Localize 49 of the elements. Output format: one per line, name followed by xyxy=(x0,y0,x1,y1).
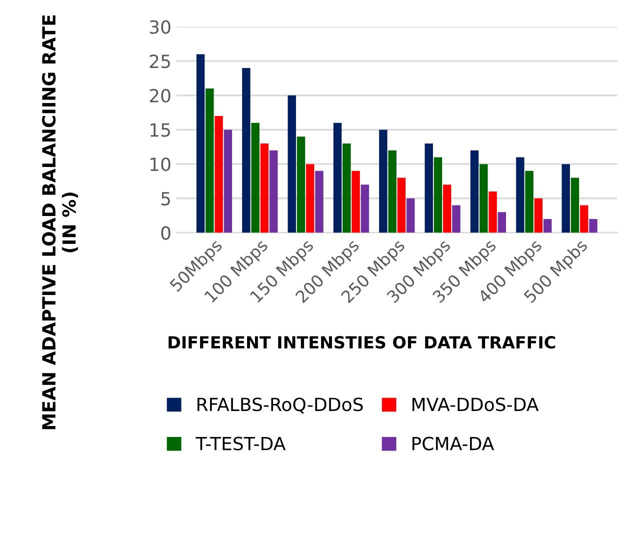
bar xyxy=(352,170,360,233)
legend-label: RFALBS-RoQ-DDoS xyxy=(198,398,363,414)
bar xyxy=(589,218,598,233)
bar xyxy=(434,157,442,233)
bar xyxy=(397,178,406,233)
bar xyxy=(360,184,370,233)
bar xyxy=(206,88,214,233)
bar xyxy=(443,184,452,233)
bar xyxy=(470,150,479,233)
bar xyxy=(251,122,260,233)
bar xyxy=(196,54,205,233)
bar xyxy=(288,95,296,233)
y-tick-label: 0 xyxy=(161,226,170,240)
bar xyxy=(214,116,223,233)
y-tick-label: 10 xyxy=(150,158,170,172)
y-tick-label: 5 xyxy=(161,192,170,206)
bar xyxy=(480,164,488,233)
bar xyxy=(534,198,543,233)
bar xyxy=(270,150,278,233)
bar xyxy=(260,143,269,233)
legend-label: MVA-DDoS-DA xyxy=(412,398,539,412)
bar xyxy=(315,170,324,233)
bar xyxy=(570,178,580,233)
bar xyxy=(306,164,314,233)
bar xyxy=(488,192,497,233)
bar xyxy=(452,205,460,233)
bar xyxy=(498,212,506,233)
bar xyxy=(379,130,388,233)
bar xyxy=(388,150,396,233)
y-tick-label: 30 xyxy=(150,20,170,34)
bar xyxy=(242,68,250,233)
bar xyxy=(342,143,351,233)
x-axis-title: DIFFERENT INTENSTIES OF DATA TRAFFIC xyxy=(168,336,556,349)
legend-label: PCMA-DA xyxy=(412,436,494,450)
bar xyxy=(333,122,342,233)
y-tick-label: 25 xyxy=(150,54,170,68)
bar xyxy=(562,164,570,233)
y-axis-title: MEAN ADAPTIVE LOAD BALANCIING RATE (IN %) xyxy=(42,15,78,430)
y-tick-label: 20 xyxy=(150,88,170,103)
y-tick-label: 15 xyxy=(150,123,170,137)
bar xyxy=(516,157,524,233)
bar xyxy=(224,130,232,233)
bar xyxy=(525,170,534,233)
bar xyxy=(424,143,433,233)
legend-label: T-TEST-DA xyxy=(196,436,286,450)
bar xyxy=(406,198,415,233)
bar xyxy=(543,218,552,233)
bar xyxy=(580,205,588,233)
bar xyxy=(296,136,306,233)
